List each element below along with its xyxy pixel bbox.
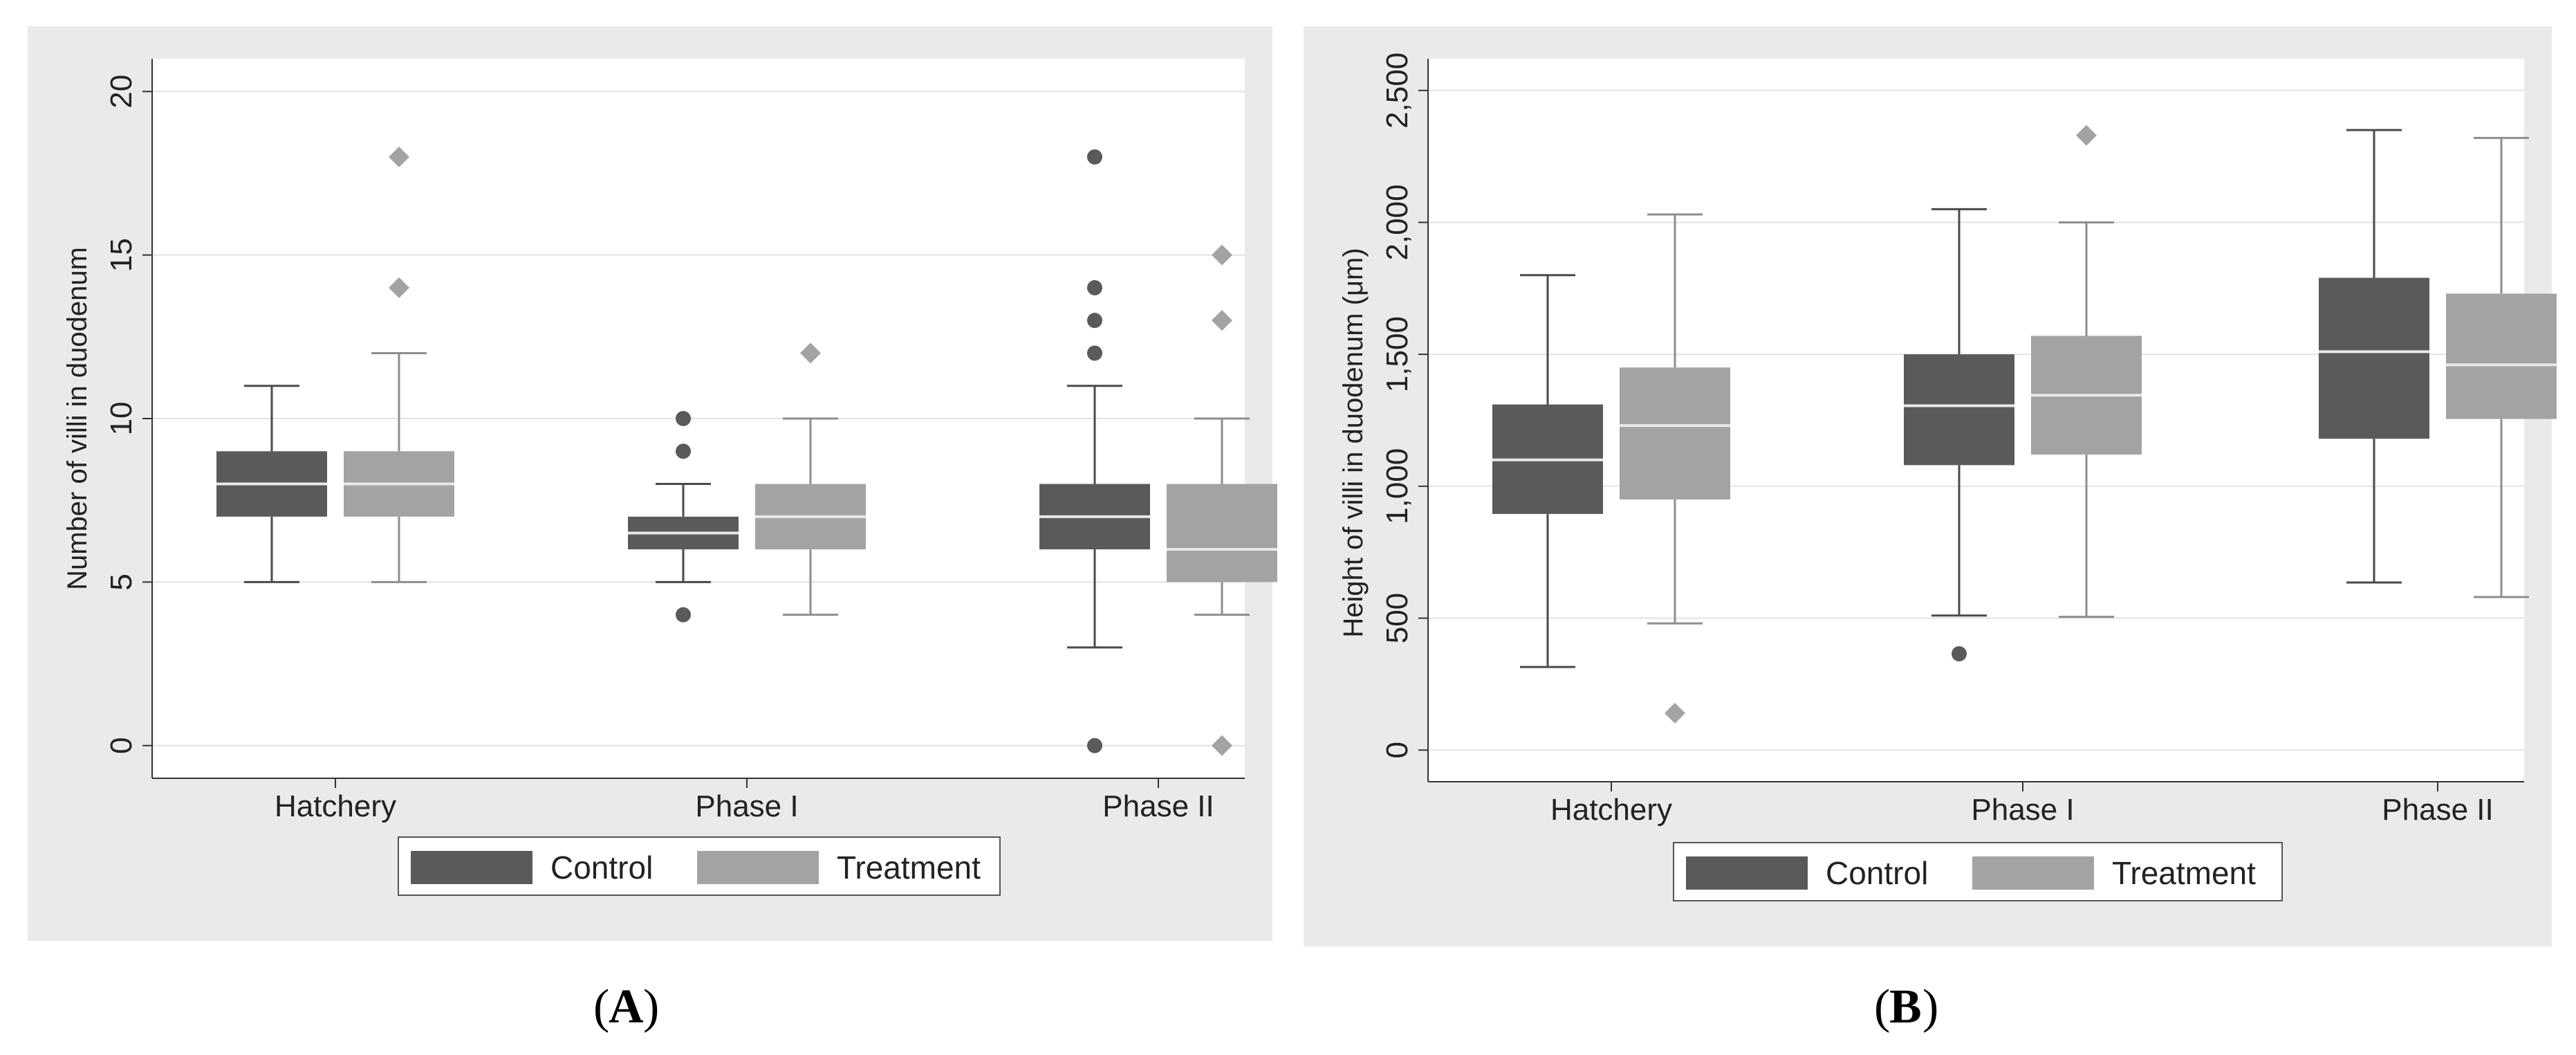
panel-a-box-control-0 <box>216 385 327 583</box>
caption-a-label: A <box>609 980 644 1034</box>
panel-b-plot: 0 500 1,000 1,500 2,000 2,500 Hatchery Phase I P… <box>1380 53 2557 827</box>
box-iqr <box>1620 367 1730 499</box>
panel-a-box-treatment-0 <box>344 146 454 583</box>
panel-b-y-axis-label: Height of villi in duodenum (μm) <box>1338 248 1369 637</box>
panel-b-box-treatment-1 <box>2031 125 2142 618</box>
panel-a-legend-label-control: Control <box>550 850 653 886</box>
outlier-point <box>1087 345 1102 361</box>
svg-text:(: ( <box>593 980 609 1034</box>
outlier-point <box>2076 125 2097 146</box>
panel-a-x-tick-label: Phase II <box>1102 789 1214 823</box>
panel-a: 0 5 10 15 20 Hatchery Phase I Phase II Number o… <box>28 26 1277 941</box>
panel-a-y-tick-label: 15 <box>104 238 138 272</box>
panel-a-legend-swatch-treatment <box>697 851 819 884</box>
panel-a-legend: Control Treatment <box>398 836 1001 896</box>
panel-b-x-tick-label: Hatchery <box>1550 793 1672 827</box>
outlier-point <box>389 277 409 298</box>
box-iqr <box>1904 354 2014 466</box>
svg-text:): ) <box>643 980 659 1034</box>
outlier-point <box>800 342 821 364</box>
outlier-point <box>676 443 691 459</box>
outlier-point <box>1087 737 1102 753</box>
outlier-point <box>1087 313 1102 329</box>
panel-b-y-tick-label: 2,500 <box>1380 53 1414 129</box>
panel-a-box-treatment-2 <box>1167 244 1277 756</box>
outlier-point <box>1952 646 1967 662</box>
outlier-point <box>1212 244 1232 266</box>
panel-b-box-control-2 <box>2319 129 2429 584</box>
panel-b-x-tick-label: Phase I <box>1971 793 2074 827</box>
caption-b-label: B <box>1889 980 1922 1034</box>
panel-b-box-treatment-2 <box>2446 136 2557 598</box>
panel-b-y-tick-label: 500 <box>1380 593 1414 643</box>
panel-a-y-tick-label: 0 <box>104 737 138 753</box>
panel-a-y-axis-label: Number of villi in duodenum <box>62 247 93 590</box>
panel-a-plot: 0 5 10 15 20 Hatchery Phase I Phase II <box>104 59 1277 823</box>
panel-a-x-tick-label: Phase I <box>695 789 798 823</box>
panel-b-legend-swatch-control <box>1686 856 1808 890</box>
outlier-point <box>676 411 691 426</box>
box-iqr <box>2319 277 2429 439</box>
box-iqr <box>1167 484 1277 582</box>
caption-a: ( A ) <box>593 980 659 1034</box>
panel-b: 0 500 1,000 1,500 2,000 2,500 Hatchery Phase I P… <box>1304 26 2557 946</box>
panel-b-box-control-0 <box>1492 274 1603 668</box>
panel-a-box-treatment-1 <box>755 342 866 616</box>
svg-text:): ) <box>1922 980 1938 1034</box>
panel-a-legend-swatch-control <box>411 851 532 884</box>
panel-a-box-control-1 <box>628 411 739 623</box>
panel-b-legend: Control Treatment <box>1673 842 2283 901</box>
panel-b-legend-swatch-treatment <box>1972 856 2094 890</box>
panel-b-x-tick-label: Phase II <box>2382 793 2493 827</box>
outlier-point <box>389 146 409 167</box>
outlier-point <box>676 607 691 623</box>
caption-b: ( B ) <box>1874 980 1938 1034</box>
svg-text:(: ( <box>1874 980 1890 1034</box>
panel-a-y-tick-label: 5 <box>104 574 138 590</box>
panel-b-box-treatment-0 <box>1620 213 1730 724</box>
outlier-point <box>1665 702 1685 724</box>
panel-b-y-tick-label: 0 <box>1380 742 1414 758</box>
panel-b-y-tick-label: 1,000 <box>1380 448 1414 524</box>
outlier-point <box>1087 279 1102 295</box>
panel-b-y-tick-label: 2,000 <box>1380 184 1414 260</box>
panel-b-legend-label-control: Control <box>1826 855 1928 891</box>
panel-b-y-tick-label: 1,500 <box>1380 316 1414 392</box>
panel-a-legend-label-treatment: Treatment <box>837 850 981 886</box>
box-iqr <box>2446 293 2557 419</box>
panel-a-y-tick-label: 20 <box>104 75 138 109</box>
panel-b-box-control-1 <box>1904 208 2014 662</box>
panel-b-legend-label-treatment: Treatment <box>2112 855 2256 891</box>
panel-a-x-tick-label: Hatchery <box>275 789 396 823</box>
panel-a-box-control-2 <box>1039 149 1150 753</box>
outlier-point <box>1212 735 1232 756</box>
panel-a-y-tick-label: 10 <box>104 402 138 436</box>
outlier-point <box>1087 149 1102 165</box>
outlier-point <box>1212 310 1232 331</box>
